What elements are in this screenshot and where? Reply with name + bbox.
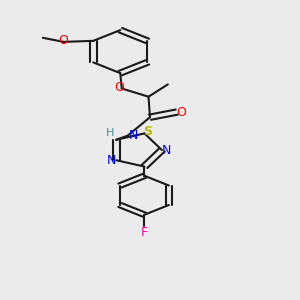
Text: O: O bbox=[114, 81, 124, 94]
Text: N: N bbox=[107, 154, 116, 167]
Text: O: O bbox=[58, 34, 68, 47]
Text: H: H bbox=[106, 128, 114, 138]
Text: F: F bbox=[141, 226, 148, 239]
Text: N: N bbox=[162, 143, 171, 157]
Text: S: S bbox=[143, 125, 152, 138]
Text: N: N bbox=[129, 129, 139, 142]
Text: O: O bbox=[176, 106, 186, 118]
